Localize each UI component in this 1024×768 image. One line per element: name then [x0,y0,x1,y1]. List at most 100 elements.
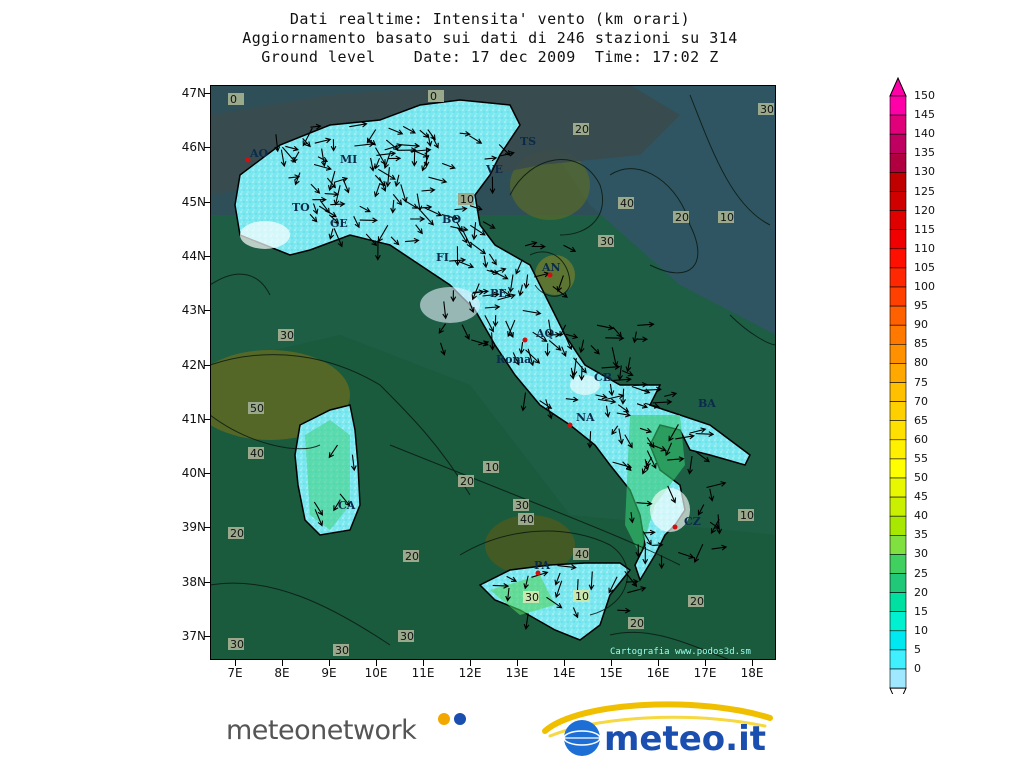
legend-swatch [889,401,907,422]
legend-value-label: 5 [914,642,921,656]
wind-arrow-icon [548,331,562,338]
wind-arrow-icon [441,213,459,221]
legend-value-label: 60 [914,432,928,446]
legend-top-arrow [889,76,907,97]
wind-arrow-icon [400,184,408,203]
wind-arrow-icon [587,431,593,449]
wind-arrow-icon [302,127,313,147]
wind-arrow-icon [461,324,470,341]
wind-arrow-icon [450,290,457,303]
longitude-tick-label: 14E [552,666,576,680]
wind-arrow-icon [377,224,389,243]
legend-swatch [889,554,907,574]
longitude-tick [705,660,706,666]
wind-arrow-icon [319,200,330,214]
city-label-roma: Roma [496,353,531,366]
wind-arrow-icon [280,149,287,168]
wind-arrow-icon [617,365,623,381]
wind-arrow-icon [652,542,664,548]
wind-arrow-icon [522,309,542,316]
title-line-3: Ground level Date: 17 dec 2009 Time: 17:… [261,48,719,66]
latitude-tick [204,581,210,583]
wind-arrow-icon [281,146,297,164]
latitude-tick-label: 39N [181,520,206,535]
wind-arrow-icon [438,323,447,334]
wind-arrow-icon [450,226,469,232]
city-label-cb: CB [594,371,612,384]
legend-swatch [889,95,907,116]
latitude-tick [204,364,210,366]
wind-arrow-icon [601,364,621,370]
wind-arrow-icon [482,255,489,269]
wind-arrow-icon [406,201,419,209]
wind-arrow-icon [442,301,449,320]
wind-arrow-icon [641,386,662,393]
wind-arrow-icon [320,148,327,167]
wind-arrow-icon [328,228,335,240]
title-line-2: Aggiornamento basato sui dati di 246 sta… [242,29,738,47]
legend-swatch [889,630,907,651]
wind-arrow-icon [637,321,655,328]
legend-value-label: 10 [914,623,928,637]
contour-zone-40-tyrrhenian [485,515,575,575]
contour-label-10-c: 10 [485,461,499,474]
map-frame [210,85,776,660]
wind-arrow-icon [631,385,651,394]
legend-value-label: 90 [914,318,928,332]
legend-value-label: 150 [914,89,935,102]
longitude-tick-label: 12E [458,666,482,680]
wind-arrow-icon [420,210,434,226]
city-label-an: AN [541,261,561,274]
wind-arrow-icon [608,383,615,397]
wind-arrow-icon [421,187,436,194]
longitude-tick [658,660,659,666]
city-label-cz: CZ [684,515,701,528]
wind-arrow-icon [515,259,523,275]
contour-value-labels: 50 30 40 10 20 40 30 10 30 10 20 30 40 2… [228,90,774,657]
city-label-na: NA [576,411,595,424]
legend-swatch [889,114,907,135]
wind-arrow-icon [675,433,695,440]
city-label-pe: PE [490,287,507,300]
wind-arrow-icon [471,222,478,241]
city-label-ve: VE [485,163,503,176]
contour-label-30-a: 30 [280,329,294,342]
wind-arrow-icon [532,331,548,342]
wind-arrow-icon [546,596,563,609]
longitude-tick-label: 8E [274,666,290,680]
wind-arrow-icon [500,150,515,157]
wind-arrow-icon [642,531,652,546]
wind-arrow-icon [652,399,673,405]
wind-arrow-icon [706,481,727,489]
longitude-tick-label: 11E [411,666,435,680]
wind-arrow-icon [274,134,281,153]
wind-arrow-icon [469,205,483,211]
wind-arrow-icon [328,444,338,459]
city-label-aq: AQ [535,327,555,340]
legend-swatch [889,248,907,269]
wind-arrow-icon [486,269,500,276]
wind-arrow-icon [556,275,564,293]
longitude-tick [470,660,471,666]
wind-arrow-icon [525,349,541,364]
wind-arrow-icon [508,274,514,293]
wind-arrow-icon [668,424,679,442]
longitude-tick-label: 15E [599,666,623,680]
wind-arrow-icon [342,179,350,194]
legend-swatch [889,515,907,536]
wind-arrow-icon [545,399,553,420]
wind-arrow-icon [517,284,524,297]
legend-swatch [889,229,907,250]
legend-value-label: 65 [914,413,928,427]
wind-arrow-icon [375,240,381,261]
legend-swatch [889,439,907,460]
contour-label-20-f: 20 [630,617,644,630]
wind-arrow-icon [430,134,439,149]
wind-arrow-icon [578,339,585,354]
legend-swatch [889,649,907,670]
wind-arrow-icon [518,341,525,355]
legend-value-label: 135 [914,146,935,160]
contour-label-10-d: 10 [575,590,589,603]
wind-arrow-icon [423,206,443,217]
wind-arrow-icon [375,147,386,166]
